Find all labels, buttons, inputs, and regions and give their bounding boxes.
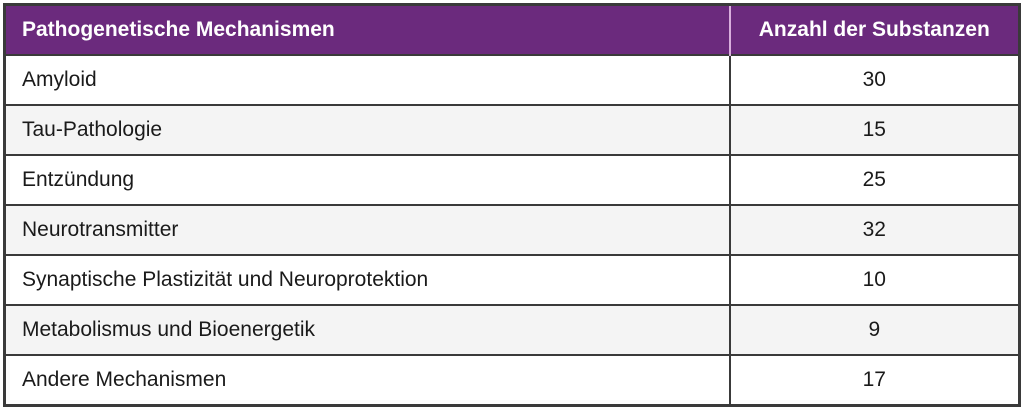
mechanism-cell: Metabolismus und Bioenergetik: [6, 304, 730, 355]
mechanism-cell: Andere Mechanismen: [6, 354, 730, 404]
count-cell: 17: [728, 354, 1018, 404]
mechanisms-table-frame: Pathogenetische Mechanismen Anzahl der S…: [3, 3, 1021, 407]
table-row: Neurotransmitter 32: [6, 204, 1018, 255]
mechanism-cell: Amyloid: [6, 54, 730, 105]
count-cell: 9: [728, 304, 1018, 355]
column-header-mechanisms: Pathogenetische Mechanismen: [6, 6, 730, 55]
count-cell: 32: [728, 204, 1018, 255]
mechanism-cell: Neurotransmitter: [6, 204, 730, 255]
count-cell: 30: [728, 54, 1018, 105]
table-header: Pathogenetische Mechanismen Anzahl der S…: [6, 6, 1018, 55]
count-cell: 25: [728, 154, 1018, 205]
table-row: Entzündung 25: [6, 154, 1018, 205]
header-row: Pathogenetische Mechanismen Anzahl der S…: [6, 6, 1018, 55]
mechanism-cell: Tau-Pathologie: [6, 104, 730, 155]
mechanism-cell: Entzündung: [6, 154, 730, 205]
column-header-substances: Anzahl der Substanzen: [728, 6, 1018, 55]
count-cell: 10: [728, 254, 1018, 305]
table-body: Amyloid 30 Tau-Pathologie 15 Entzündung …: [6, 54, 1018, 404]
table-row: Andere Mechanismen 17: [6, 354, 1018, 404]
mechanism-cell: Synaptische Plastizität und Neuroprotekt…: [6, 254, 730, 305]
table-row: Metabolismus und Bioenergetik 9: [6, 304, 1018, 355]
mechanisms-table: Pathogenetische Mechanismen Anzahl der S…: [6, 6, 1018, 404]
table-row: Amyloid 30: [6, 54, 1018, 105]
table-row: Synaptische Plastizität und Neuroprotekt…: [6, 254, 1018, 305]
table-row: Tau-Pathologie 15: [6, 104, 1018, 155]
count-cell: 15: [728, 104, 1018, 155]
